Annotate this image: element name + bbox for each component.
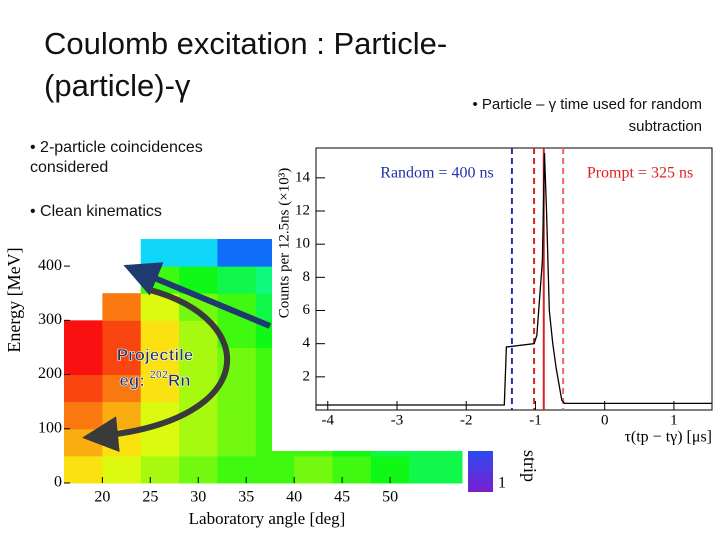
x-tick-label: 20: [94, 489, 110, 506]
y-tick-label: 10: [295, 236, 310, 252]
heatmap-cell: [102, 347, 142, 376]
data-line: [316, 152, 712, 406]
arrow: [123, 262, 272, 329]
heatmap-cell: [140, 347, 180, 376]
colorbar: [468, 450, 493, 492]
heatmap-cell: [64, 374, 103, 403]
heatmap-cell: [255, 455, 295, 484]
heatmap-cell: [217, 266, 257, 294]
annotation: eg:: [119, 371, 149, 390]
x-tick-label: -2: [460, 412, 473, 428]
x-tick-label: -3: [391, 412, 404, 428]
y-tick-label: 12: [295, 202, 310, 218]
heatmap-cell: [179, 347, 218, 376]
y-axis-label: Energy [MeV]: [4, 247, 24, 352]
heatmap-cell: [140, 239, 180, 267]
bullet: • Particle – γ time used for random subt…: [472, 96, 702, 135]
y-tick-label: 8: [303, 269, 311, 285]
annotation: Rn: [168, 371, 191, 390]
x-tick-label: 40: [286, 489, 302, 506]
annotation: Projectile: [117, 345, 194, 364]
heatmap-cell: [102, 401, 142, 430]
title: (particle)-γ: [44, 68, 191, 103]
x-tick-label: 25: [142, 489, 158, 506]
y-tick-label: 400: [38, 257, 62, 274]
x-tick-label: -4: [322, 412, 335, 428]
heatmap-cell: [140, 320, 180, 348]
y-tick-label: 14: [295, 169, 311, 185]
annotation: 202: [150, 369, 168, 381]
heatmap-cell: [102, 455, 142, 484]
heatmap-cell: [179, 239, 218, 267]
heatmap-cell: [294, 455, 334, 484]
heatmap-cell: [102, 293, 142, 321]
heatmap-cell: [179, 428, 218, 457]
x-axis-label: τ(tp − tγ) [μs]: [624, 429, 712, 446]
x-tick-label: 1: [670, 412, 678, 428]
bullet: • Clean kinematics: [30, 203, 162, 220]
x-tick-label: 0: [601, 412, 609, 428]
y-tick-label: 300: [38, 311, 62, 328]
heatmap-cell: [64, 455, 103, 484]
plot-frame: [315, 147, 713, 411]
heatmap-cell: [217, 239, 257, 267]
y-tick-label: 200: [38, 365, 62, 382]
heatmap-cell: [140, 428, 180, 457]
x-tick-label: 30: [190, 489, 206, 506]
y-tick-label: 6: [303, 302, 311, 318]
heatmap-cell: [332, 455, 372, 484]
y-axis-label: Counts per 12.5ns (×10³): [276, 168, 292, 318]
y-tick-label: 4: [303, 335, 311, 351]
y-tick-label: 2: [303, 368, 311, 384]
heatmap-cell: [64, 428, 103, 457]
annotation: eg: 202Rn: [119, 369, 190, 391]
annotation: Prompt = 325 ns: [587, 165, 693, 182]
heatmap-cell: [102, 320, 142, 348]
heatmap-cell: [64, 347, 103, 376]
y-tick-label: 100: [38, 419, 62, 436]
panel: [272, 140, 720, 451]
heatmap-cell: [217, 455, 257, 484]
heatmap-cell: [102, 374, 142, 403]
arrow: [82, 287, 231, 453]
colorbar-tick-label: 1: [498, 475, 506, 492]
x-tick-label: 45: [334, 489, 350, 506]
heatmap-cell: [140, 374, 180, 403]
x-axis-label: Laboratory angle [deg]: [189, 509, 346, 528]
heatmap-cell: [217, 428, 257, 457]
heatmap-cell: [140, 455, 180, 484]
bullet: • 2-particle coincidences considered: [30, 139, 203, 176]
heatmap-cell: [64, 401, 103, 430]
x-tick-label: 35: [238, 489, 254, 506]
heatmap-cell: [64, 320, 103, 348]
heatmap-cell: [409, 455, 463, 484]
x-tick-label: 50: [382, 489, 398, 506]
y-tick-label: 0: [54, 474, 62, 491]
x-tick-label: -1: [529, 412, 542, 428]
title: Coulomb excitation : Particle-: [44, 26, 448, 61]
colorbar-label: strip: [520, 450, 540, 482]
heatmap-cell: [217, 401, 257, 430]
annotation: Random = 400 ns: [380, 165, 493, 182]
